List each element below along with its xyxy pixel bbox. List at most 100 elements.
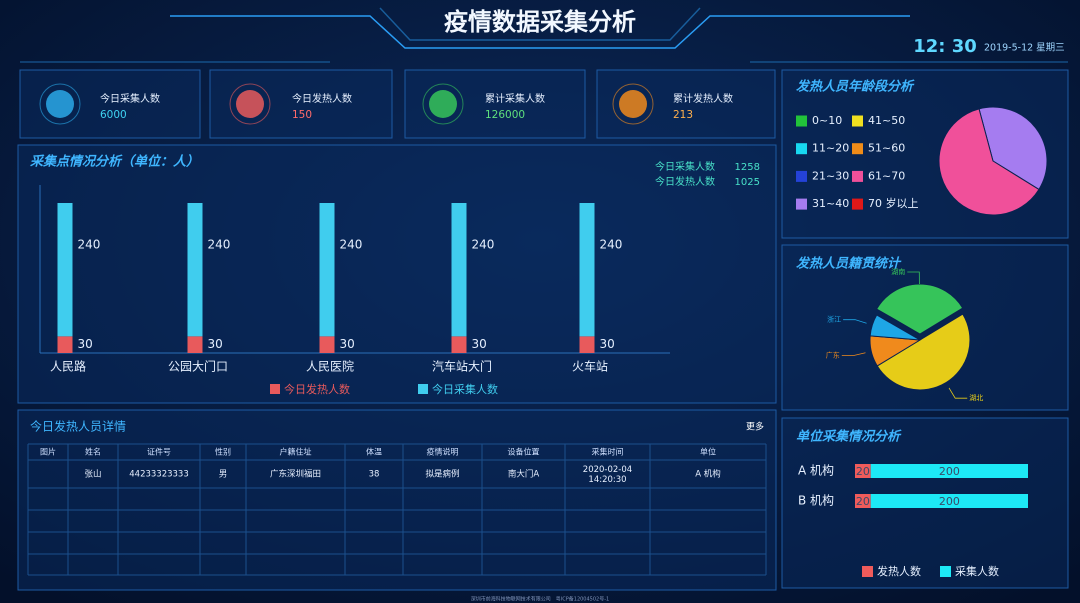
legend-label: 31~40 bbox=[812, 197, 849, 210]
stat-label: 累计采集人数 bbox=[485, 92, 545, 105]
summary-value: 1025 bbox=[735, 177, 760, 188]
y-tick-label: A 机构 bbox=[798, 463, 834, 478]
table-header: 疫情说明 bbox=[427, 447, 459, 457]
table-header: 单位 bbox=[700, 447, 716, 457]
table-header: 采集时间 bbox=[592, 447, 624, 457]
bar-segment bbox=[855, 494, 871, 508]
bar-value-label: 30 bbox=[78, 337, 93, 351]
bar-segment bbox=[870, 494, 1028, 508]
stat-icon bbox=[236, 90, 264, 118]
x-tick-label: 汽车站大门 bbox=[432, 359, 492, 374]
clock-time: 12: 30 bbox=[913, 36, 977, 57]
slice-label: 湖北 bbox=[969, 393, 983, 402]
legend-label: 70 岁以上 bbox=[868, 196, 919, 210]
footer: 深圳市前海科技物联网技术有限公司 粤ICP备12004502号-1 bbox=[471, 596, 609, 603]
table-cell-line: 14:20:30 bbox=[588, 475, 626, 485]
legend-label: 61~70 bbox=[868, 169, 905, 182]
bar-segment bbox=[319, 336, 335, 353]
header-frame bbox=[170, 15, 910, 49]
table-panel bbox=[17, 409, 777, 591]
legend-label: 采集人数 bbox=[955, 564, 999, 578]
legend-swatch bbox=[796, 115, 807, 127]
panel-title: 单位采集情况分析 bbox=[796, 429, 902, 445]
bar-segment bbox=[579, 336, 595, 353]
bar-segment bbox=[57, 203, 73, 337]
legend-swatch bbox=[796, 143, 807, 155]
table-cell: 拟是病例 bbox=[425, 469, 459, 480]
legend-label: 今日采集人数 bbox=[432, 382, 498, 396]
stat-value: 213 bbox=[673, 109, 693, 121]
table-cell: 南大门A bbox=[508, 469, 540, 480]
legend-swatch bbox=[418, 384, 428, 394]
table-cell: 44233323333 bbox=[129, 470, 189, 480]
legend-label: 51~60 bbox=[868, 142, 905, 155]
legend-swatch bbox=[796, 198, 807, 210]
summary-label: 今日发热人数 bbox=[655, 175, 715, 188]
bar-value-label: 20 bbox=[856, 495, 870, 508]
x-tick-label: 人民路 bbox=[50, 359, 86, 374]
panel-title: 发热人员年龄段分析 bbox=[796, 79, 915, 95]
header-frame-inner bbox=[379, 7, 701, 41]
legend-label: 发热人数 bbox=[877, 564, 921, 578]
leader-line bbox=[907, 271, 920, 285]
slice-label: 广东 bbox=[826, 351, 840, 360]
bar-segment bbox=[319, 203, 335, 337]
legend-swatch bbox=[940, 566, 951, 577]
stat-value: 6000 bbox=[100, 109, 127, 121]
bar-segment bbox=[579, 203, 595, 337]
stat-label: 今日采集人数 bbox=[100, 92, 160, 105]
bar-value-label: 20 bbox=[856, 465, 870, 478]
panel-title: 采集点情况分析（单位：人） bbox=[30, 154, 199, 170]
leader-line bbox=[843, 319, 867, 324]
stat-icon bbox=[619, 90, 647, 118]
bar-value-label: 30 bbox=[600, 337, 615, 351]
table-header: 性别 bbox=[215, 447, 231, 457]
legend-swatch bbox=[270, 384, 280, 394]
legend-label: 今日发热人数 bbox=[284, 382, 350, 396]
table-cell: 2020-02-04 14:20:30 bbox=[583, 465, 632, 485]
table-title[interactable]: 今日发热人员详情 bbox=[30, 419, 126, 434]
bar-segment bbox=[187, 336, 203, 353]
stat-icon bbox=[429, 90, 457, 118]
stat-icon-ring bbox=[229, 83, 271, 125]
bar-segment bbox=[855, 464, 871, 478]
bar-value-label: 200 bbox=[939, 495, 960, 508]
bar-value-label: 240 bbox=[208, 238, 231, 252]
leader-line bbox=[841, 352, 866, 356]
clock-date: 2019-5-12 星期三 bbox=[984, 43, 1065, 54]
table-cell: 男 bbox=[219, 470, 228, 480]
bar-value-label: 240 bbox=[340, 238, 363, 252]
table-cell-line: 2020-02-04 bbox=[583, 465, 632, 475]
bar-segment bbox=[57, 336, 73, 353]
panel-title: 发热人员籍贯统计 bbox=[796, 256, 902, 272]
stat-icon-ring bbox=[612, 83, 654, 125]
bar-value-label: 30 bbox=[340, 337, 355, 351]
slice-label: 湖南 bbox=[891, 267, 905, 276]
legend-label: 11~20 bbox=[812, 142, 849, 155]
table-header: 设备位置 bbox=[508, 447, 540, 457]
table-header: 姓名 bbox=[85, 447, 101, 457]
stat-icon-ring bbox=[422, 83, 464, 125]
legend-swatch bbox=[852, 143, 863, 155]
more-link[interactable]: 更多 bbox=[746, 421, 764, 433]
bar-segment bbox=[187, 203, 203, 337]
legend-swatch bbox=[852, 198, 863, 210]
x-tick-label: 人民医院 bbox=[306, 360, 354, 374]
table-header: 户籍住址 bbox=[280, 447, 312, 457]
legend-label: 41~50 bbox=[868, 114, 905, 127]
leader-line bbox=[948, 387, 968, 399]
site-panel bbox=[17, 144, 777, 404]
bar-value-label: 200 bbox=[939, 465, 960, 478]
slice-label: 浙江 bbox=[827, 315, 841, 324]
pie-slice bbox=[938, 108, 1040, 216]
table-cell: 38 bbox=[369, 470, 380, 480]
legend-swatch bbox=[852, 115, 863, 127]
bar-value-label: 240 bbox=[600, 238, 623, 252]
legend-swatch bbox=[852, 170, 863, 182]
bar-segment bbox=[451, 336, 467, 353]
x-tick-label: 火车站 bbox=[572, 359, 608, 374]
bar-value-label: 30 bbox=[208, 337, 223, 351]
y-tick-label: B 机构 bbox=[798, 493, 834, 508]
